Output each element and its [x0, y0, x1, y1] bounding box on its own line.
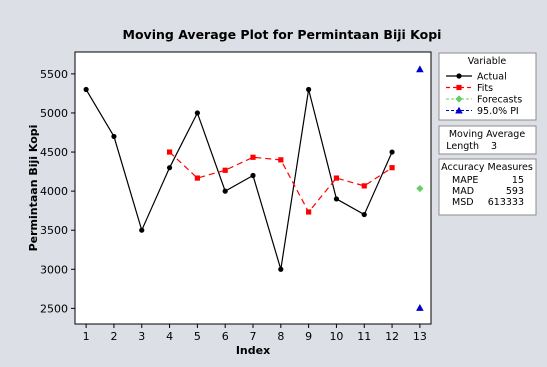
data-point [416, 304, 424, 311]
legend-item: Forecasts [446, 95, 522, 106]
x-tick-label: 2 [110, 330, 117, 343]
accuracy-panel [438, 158, 537, 216]
data-point [389, 149, 395, 155]
legend-item: Actual [446, 72, 507, 83]
moving-average-title: Moving Average [449, 129, 526, 140]
legend-marker [455, 95, 463, 103]
series-actual [83, 86, 395, 272]
data-point [139, 227, 145, 233]
data-point [306, 86, 312, 93]
x-tick-label: 9 [305, 330, 312, 343]
legend-box [438, 52, 537, 121]
data-point [250, 172, 256, 179]
legend-title: Variable [468, 56, 507, 67]
plot-area [74, 51, 432, 325]
data-point [361, 211, 367, 218]
data-point [222, 167, 228, 173]
y-tick-label: 2500 [40, 302, 68, 315]
y-axis-title: Permintaan Biji Kopi [27, 125, 40, 252]
legend-marker [456, 84, 462, 91]
legend-label: Forecasts [477, 95, 522, 106]
legend-label: Fits [477, 83, 493, 94]
data-point [361, 183, 367, 189]
data-point [416, 184, 424, 193]
legend-label: Actual [477, 72, 507, 83]
accuracy-label: MSD [452, 197, 474, 208]
x-tick-label: 4 [166, 330, 173, 343]
y-tick-label: 3000 [40, 263, 68, 276]
moving-average-panel [438, 125, 537, 155]
x-tick-label: 13 [413, 330, 427, 343]
y-tick-label: 5500 [40, 68, 68, 81]
y-axis: 2500 3000 3500 4000 4500 5000 5500 [40, 68, 75, 315]
accuracy-measures-box: Accuracy Measures MAPE 15 MAD 593 MSD 613333 [438, 158, 537, 216]
accuracy-rows: MAPE 15 MAD 593 MSD 613333 [452, 175, 524, 208]
x-tick-label: 5 [194, 330, 201, 343]
moving-average-length-label: Length [446, 141, 479, 152]
y-tick-label: 3500 [40, 224, 68, 237]
legend-marker [456, 73, 462, 79]
series-layer [83, 65, 424, 311]
series-95-0-pi [416, 65, 424, 311]
series-fits [166, 149, 395, 215]
accuracy-value: 613333 [488, 197, 524, 208]
x-tick-label: 6 [222, 330, 229, 343]
y-tick-label: 4000 [40, 185, 68, 198]
x-axis-title: Index [236, 344, 270, 357]
data-point [389, 165, 395, 171]
legend-item: Fits [446, 83, 493, 94]
data-point [222, 188, 228, 194]
x-tick-label: 3 [138, 330, 145, 343]
x-axis: 1 2 3 4 5 6 7 8 9 10 11 12 13 [83, 324, 427, 343]
x-tick-label: 11 [357, 330, 371, 343]
data-point [166, 165, 173, 171]
data-point [194, 110, 200, 116]
data-point [250, 154, 256, 160]
accuracy-title: Accuracy Measures [441, 162, 533, 173]
moving-average-length-value: 3 [491, 141, 497, 152]
data-point [111, 133, 117, 140]
chart-title: Moving Average Plot for Permintaan Biji … [123, 27, 442, 42]
series-line [85, 89, 393, 270]
y-tick-label: 5000 [40, 107, 68, 120]
accuracy-label: MAPE [452, 175, 478, 186]
x-tick-label: 10 [329, 330, 343, 343]
x-tick-label: 1 [83, 330, 90, 343]
accuracy-value: 593 [506, 186, 524, 197]
legend-label: 95.0% PI [477, 106, 519, 117]
moving-average-box: Moving Average Length 3 [438, 125, 537, 155]
data-point [333, 175, 340, 181]
x-tick-label: 8 [277, 330, 284, 343]
data-point [416, 65, 424, 73]
legend-item: 95.0% PI [446, 106, 519, 117]
y-tick-label: 4500 [40, 146, 68, 159]
x-tick-label: 7 [250, 330, 257, 343]
data-point [333, 196, 340, 202]
data-point [166, 149, 173, 155]
data-point [278, 266, 284, 272]
accuracy-value: 15 [512, 175, 524, 186]
legend-marker [455, 106, 463, 114]
data-point [278, 157, 284, 163]
data-point [306, 209, 312, 215]
series-forecasts [416, 184, 424, 193]
x-tick-label: 12 [385, 330, 399, 343]
accuracy-label: MAD [452, 186, 474, 197]
data-point [83, 86, 89, 93]
data-point [194, 175, 200, 181]
